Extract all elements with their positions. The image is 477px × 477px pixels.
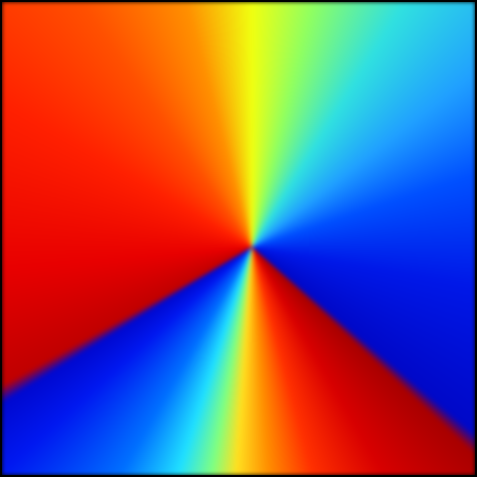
page: {} html, body { margin: 0; padding: 0; w… [0,0,477,477]
phase-map [2,2,475,475]
phase-map-frame [0,0,477,477]
page-body [0,0,477,477]
